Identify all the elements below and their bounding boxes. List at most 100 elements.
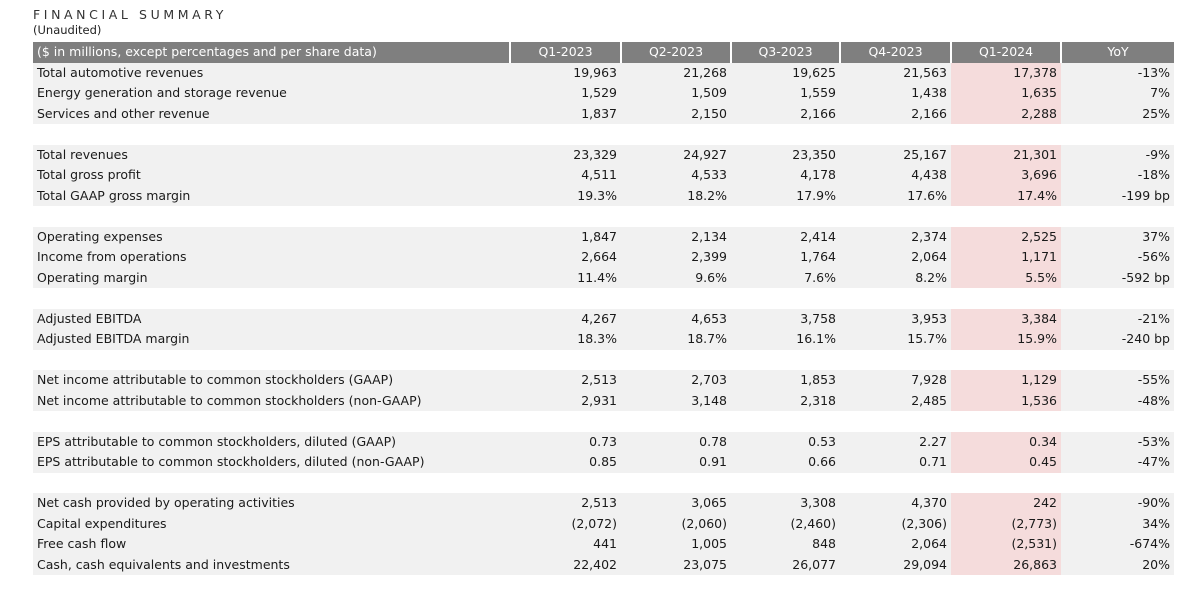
cell-yoy: 37% (1061, 226, 1174, 247)
cell-q2-2023: 18.7% (621, 329, 731, 350)
cell-q4-2023: (2,306) (840, 513, 951, 534)
cell-q1-2023: 18.3% (510, 329, 621, 350)
cell-yoy: -13% (1061, 62, 1174, 83)
cell-q3-2023: 19,625 (731, 62, 840, 83)
table-row: Adjusted EBITDA 4,267 4,653 3,758 3,953 3,384… (33, 308, 1174, 329)
row-label: Income from operations (33, 247, 510, 268)
row-label: Net cash provided by operating activitie… (33, 493, 510, 514)
cell-q3-2023: 2,414 (731, 226, 840, 247)
row-label: Free cash flow (33, 534, 510, 555)
cell-q2-2023: 3,148 (621, 390, 731, 411)
table-row: Energy generation and storage revenue 1,5… (33, 83, 1174, 104)
cell-q2-2023: 0.91 (621, 452, 731, 473)
row-label: Adjusted EBITDA (33, 308, 510, 329)
header-col-q4-2023: Q4-2023 (839, 42, 951, 63)
cell-q3-2023: 3,758 (731, 308, 840, 329)
cell-q1-2024: 21,301 (951, 144, 1061, 165)
cell-q4-2023: 4,438 (840, 165, 951, 186)
cell-q3-2023: 26,077 (731, 554, 840, 575)
cell-q1-2024: 242 (951, 493, 1061, 514)
cell-q2-2023: 9.6% (621, 267, 731, 288)
cell-q1-2024: 1,635 (951, 83, 1061, 104)
cell-q1-2024: 0.45 (951, 452, 1061, 473)
cell-yoy: -55% (1061, 370, 1174, 391)
cell-q3-2023: 23,350 (731, 144, 840, 165)
table-row: Net income attributable to common stockh… (33, 390, 1174, 411)
header-label: ($ in millions, except percentages and p… (33, 42, 510, 63)
cell-q3-2023: 1,559 (731, 83, 840, 104)
cell-yoy: -240 bp (1061, 329, 1174, 350)
cell-q3-2023: 4,178 (731, 165, 840, 186)
cell-q2-2023: 0.78 (621, 431, 731, 452)
cell-q1-2023: 1,529 (510, 83, 621, 104)
spacer-cell (33, 124, 1174, 145)
cell-yoy: -674% (1061, 534, 1174, 555)
cell-q4-2023: 25,167 (840, 144, 951, 165)
cell-q2-2023: 2,399 (621, 247, 731, 268)
cell-q4-2023: 8.2% (840, 267, 951, 288)
cell-yoy: -53% (1061, 431, 1174, 452)
cell-q1-2023: 19.3% (510, 185, 621, 206)
cell-yoy: -199 bp (1061, 185, 1174, 206)
table-row: Cash, cash equivalents and investments 22… (33, 554, 1174, 575)
cell-q2-2023: 2,134 (621, 226, 731, 247)
cell-q1-2024: 17.4% (951, 185, 1061, 206)
cell-q1-2023: 2,513 (510, 370, 621, 391)
row-label: EPS attributable to common stockholders,… (33, 431, 510, 452)
table-row: Net cash provided by operating activitie… (33, 493, 1174, 514)
cell-q4-2023: 29,094 (840, 554, 951, 575)
group-spacer (33, 206, 1174, 227)
cell-q1-2024: 15.9% (951, 329, 1061, 350)
cell-q1-2024: 5.5% (951, 267, 1061, 288)
cell-yoy: -21% (1061, 308, 1174, 329)
cell-q4-2023: 3,953 (840, 308, 951, 329)
table-row: Adjusted EBITDA margin 18.3% 18.7% 16.1% 15.… (33, 329, 1174, 350)
cell-q3-2023: 1,853 (731, 370, 840, 391)
cell-q2-2023: 3,065 (621, 493, 731, 514)
cell-q2-2023: 1,509 (621, 83, 731, 104)
row-label: Operating expenses (33, 226, 510, 247)
cell-yoy: -18% (1061, 165, 1174, 186)
cell-yoy: 7% (1061, 83, 1174, 104)
cell-q1-2023: 23,329 (510, 144, 621, 165)
cell-q2-2023: 24,927 (621, 144, 731, 165)
table-row: Free cash flow 441 1,005 848 2,064 (2,531) -67… (33, 534, 1174, 555)
spacer-cell (33, 349, 1174, 370)
page-subtitle: (Unaudited) (33, 23, 102, 37)
cell-q2-2023: 4,533 (621, 165, 731, 186)
spacer-cell (33, 472, 1174, 493)
table-row: EPS attributable to common stockholders,… (33, 431, 1174, 452)
cell-yoy: -9% (1061, 144, 1174, 165)
cell-q1-2024: 17,378 (951, 62, 1061, 83)
cell-q1-2023: 441 (510, 534, 621, 555)
table-row: Total GAAP gross margin 19.3% 18.2% 17.9% 17… (33, 185, 1174, 206)
table-row: Operating margin 11.4% 9.6% 7.6% 8.2% 5.5% -59… (33, 267, 1174, 288)
row-label: Adjusted EBITDA margin (33, 329, 510, 350)
cell-q1-2024: 0.34 (951, 431, 1061, 452)
cell-q4-2023: 2,485 (840, 390, 951, 411)
cell-q4-2023: 15.7% (840, 329, 951, 350)
cell-q3-2023: 7.6% (731, 267, 840, 288)
cell-q1-2024: 2,288 (951, 103, 1061, 124)
cell-q2-2023: 21,268 (621, 62, 731, 83)
header-col-q2-2023: Q2-2023 (620, 42, 731, 63)
cell-q3-2023: 848 (731, 534, 840, 555)
cell-yoy: 34% (1061, 513, 1174, 534)
cell-yoy: -90% (1061, 493, 1174, 514)
row-label: Energy generation and storage revenue (33, 83, 510, 104)
cell-q4-2023: 7,928 (840, 370, 951, 391)
table-row: EPS attributable to common stockholders,… (33, 452, 1174, 473)
cell-q1-2024: 1,536 (951, 390, 1061, 411)
cell-q1-2023: (2,072) (510, 513, 621, 534)
cell-q1-2023: 1,847 (510, 226, 621, 247)
table-row: Services and other revenue 1,837 2,150 2,16… (33, 103, 1174, 124)
cell-q3-2023: 17.9% (731, 185, 840, 206)
cell-q1-2023: 4,267 (510, 308, 621, 329)
cell-q3-2023: 2,166 (731, 103, 840, 124)
cell-q1-2023: 4,511 (510, 165, 621, 186)
group-spacer (33, 124, 1174, 145)
cell-q1-2024: 2,525 (951, 226, 1061, 247)
cell-q1-2024: 1,171 (951, 247, 1061, 268)
spacer-cell (33, 288, 1174, 309)
group-spacer (33, 288, 1174, 309)
